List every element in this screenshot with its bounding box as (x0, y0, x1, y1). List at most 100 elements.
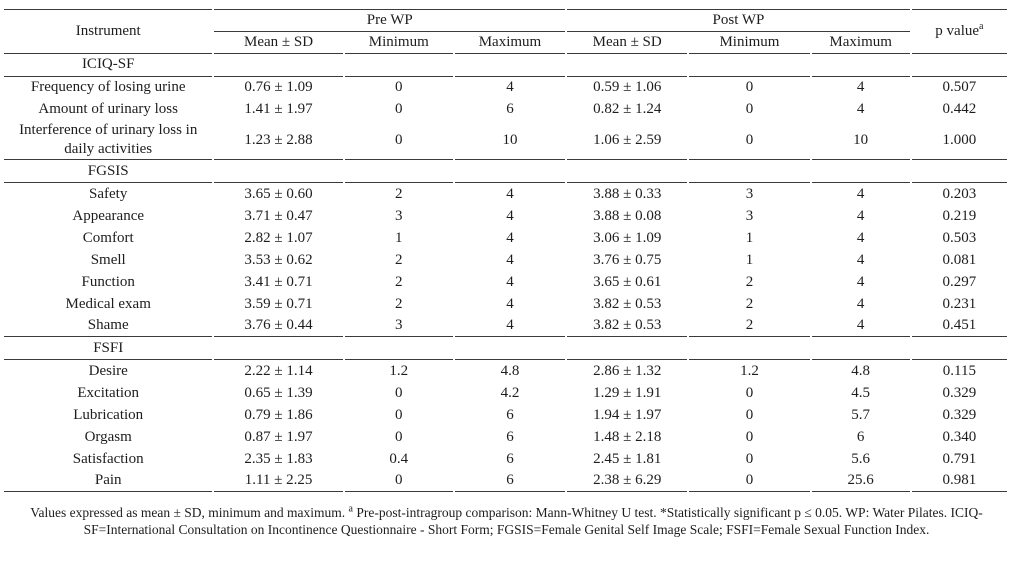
value-cell: 0 (689, 470, 810, 493)
value-cell: 3 (745, 207, 754, 224)
value-cell: 0 (395, 428, 403, 445)
value-cell: 0 (745, 79, 754, 96)
table-body: ICIQ-SF Frequency of losing urine 0.76 ± 1… (4, 54, 1007, 493)
table-row: Desire 2.22 ± 1.14 1.2 4.8 2.86 ± 1.32 1.2 4.8… (4, 360, 1007, 382)
row-label: Smell (90, 251, 126, 268)
row-label: Orgasm (84, 428, 132, 445)
value-cell: 2 (395, 295, 403, 312)
value-cell: 0.59 ± 1.06 (593, 79, 662, 96)
value-cell: 0 (689, 121, 810, 161)
value-cell: 0.115 (942, 362, 976, 379)
section-empty-cell (567, 54, 688, 77)
value-cell: 3.71 ± 0.47 (244, 207, 313, 224)
value-cell: 1 (395, 229, 403, 246)
value-cell: 3.41 ± 0.71 (244, 273, 313, 290)
footnote-text-start: Values expressed as mean ± SD, minimum a… (30, 505, 349, 520)
section-header-row: FGSIS (4, 160, 1007, 184)
section-empty-cell (911, 337, 1007, 361)
value-cell: 0.82 ± 1.24 (593, 101, 662, 118)
table-row: Lubrication 0.79 ± 1.86 0 6 1.94 ± 1.97 0 5.7 0… (4, 404, 1007, 426)
value-cell: 4 (506, 207, 514, 224)
value-cell: 1 (745, 229, 754, 246)
value-cell: 2.82 ± 1.07 (244, 229, 313, 246)
value-cell: 0.503 (942, 229, 977, 246)
row-label: Excitation (77, 384, 140, 401)
value-cell: 3.53 ± 0.62 (244, 251, 313, 268)
value-cell: 0 (745, 450, 754, 467)
section-empty-cell (344, 54, 453, 77)
value-cell: 4 (856, 207, 865, 224)
value-cell: 0.340 (942, 428, 977, 445)
value-cell: 3.76 ± 0.44 (214, 315, 343, 338)
value-cell: 0 (745, 406, 754, 423)
section-label: FGSIS (4, 160, 213, 184)
value-cell: 4 (506, 295, 514, 312)
value-cell: 25.6 (811, 470, 910, 493)
section-label: ICIQ-SF (4, 54, 213, 77)
value-cell: 0.4 (389, 450, 409, 467)
value-cell: 1.2 (389, 362, 409, 379)
section-empty-cell (214, 160, 343, 184)
value-cell: 0.791 (942, 450, 977, 467)
value-cell: 0 (395, 101, 403, 118)
value-cell: 0.507 (942, 79, 977, 96)
value-cell: 10 (811, 121, 910, 161)
value-cell: 3.65 ± 0.60 (244, 185, 313, 202)
section-empty-cell (811, 160, 910, 184)
table-row: Excitation 0.65 ± 1.39 0 4.2 1.29 ± 1.91 0 4.5… (4, 382, 1007, 404)
value-cell: 0.081 (942, 251, 977, 268)
value-cell: 0 (745, 101, 754, 118)
value-cell: 0.329 (942, 384, 977, 401)
table-row: Amount of urinary loss 1.41 ± 1.97 0 6 0.82 … (4, 99, 1007, 121)
table-row: Comfort 2.82 ± 1.07 1 4 3.06 ± 1.09 1 4 0.503 (4, 227, 1007, 249)
footnote-text-end: Pre-post-intragroup comparison: Mann-Whi… (83, 505, 983, 537)
value-cell: 4.8 (500, 362, 520, 379)
value-cell: 0.231 (942, 295, 977, 312)
value-cell: 3 (395, 207, 403, 224)
value-cell: 4 (856, 101, 865, 118)
table-row: Safety 3.65 ± 0.60 2 4 3.88 ± 0.33 3 4 0.203 (4, 183, 1007, 205)
value-cell: 2.35 ± 1.83 (244, 450, 313, 467)
table-row: Orgasm 0.87 ± 1.97 0 6 1.48 ± 2.18 0 6 0.340 (4, 426, 1007, 448)
value-cell: 4 (856, 295, 865, 312)
section-label: FSFI (4, 337, 213, 361)
section-empty-cell (454, 54, 566, 77)
value-cell: 3.06 ± 1.09 (593, 229, 662, 246)
value-cell: 4.5 (851, 384, 871, 401)
value-cell: 3 (745, 185, 754, 202)
row-label: Function (81, 273, 135, 290)
value-cell: 0.451 (911, 315, 1007, 338)
value-cell: 2 (689, 315, 810, 338)
value-cell: 4.8 (851, 362, 871, 379)
value-cell: 4 (506, 251, 514, 268)
col-header-p-value: p valuea (911, 9, 1007, 54)
row-label: Shame (4, 315, 213, 338)
table-row: Medical exam 3.59 ± 0.71 2 4 3.82 ± 0.53 2 4 0.… (4, 293, 1007, 315)
value-cell: 2 (395, 251, 403, 268)
value-cell: 1.41 ± 1.97 (244, 101, 313, 118)
value-cell: 1.2 (740, 362, 759, 379)
value-cell: 3.65 ± 0.61 (593, 273, 662, 290)
section-empty-cell (344, 337, 453, 361)
section-empty-cell (567, 160, 688, 184)
section-empty-cell (911, 160, 1007, 184)
value-cell: 3.76 ± 0.75 (593, 251, 662, 268)
value-cell: 0 (344, 470, 453, 493)
value-cell: 0 (395, 384, 403, 401)
value-cell: 1 (745, 251, 754, 268)
value-cell: 4.2 (500, 384, 520, 401)
value-cell: 0.219 (942, 207, 977, 224)
value-cell: 1.29 ± 1.91 (593, 384, 662, 401)
value-cell: 6 (506, 450, 514, 467)
section-empty-cell (811, 337, 910, 361)
row-label: Medical exam (65, 295, 151, 312)
row-label: Frequency of losing urine (30, 79, 186, 96)
col-header-pre-minimum: Minimum (344, 32, 453, 54)
row-label: Pain (4, 470, 213, 493)
value-cell: 6 (506, 428, 514, 445)
table-row: Frequency of losing urine 0.76 ± 1.09 0 4 0.… (4, 77, 1007, 99)
value-cell: 2 (395, 185, 403, 202)
section-empty-cell (454, 160, 566, 184)
section-empty-cell (344, 160, 453, 184)
